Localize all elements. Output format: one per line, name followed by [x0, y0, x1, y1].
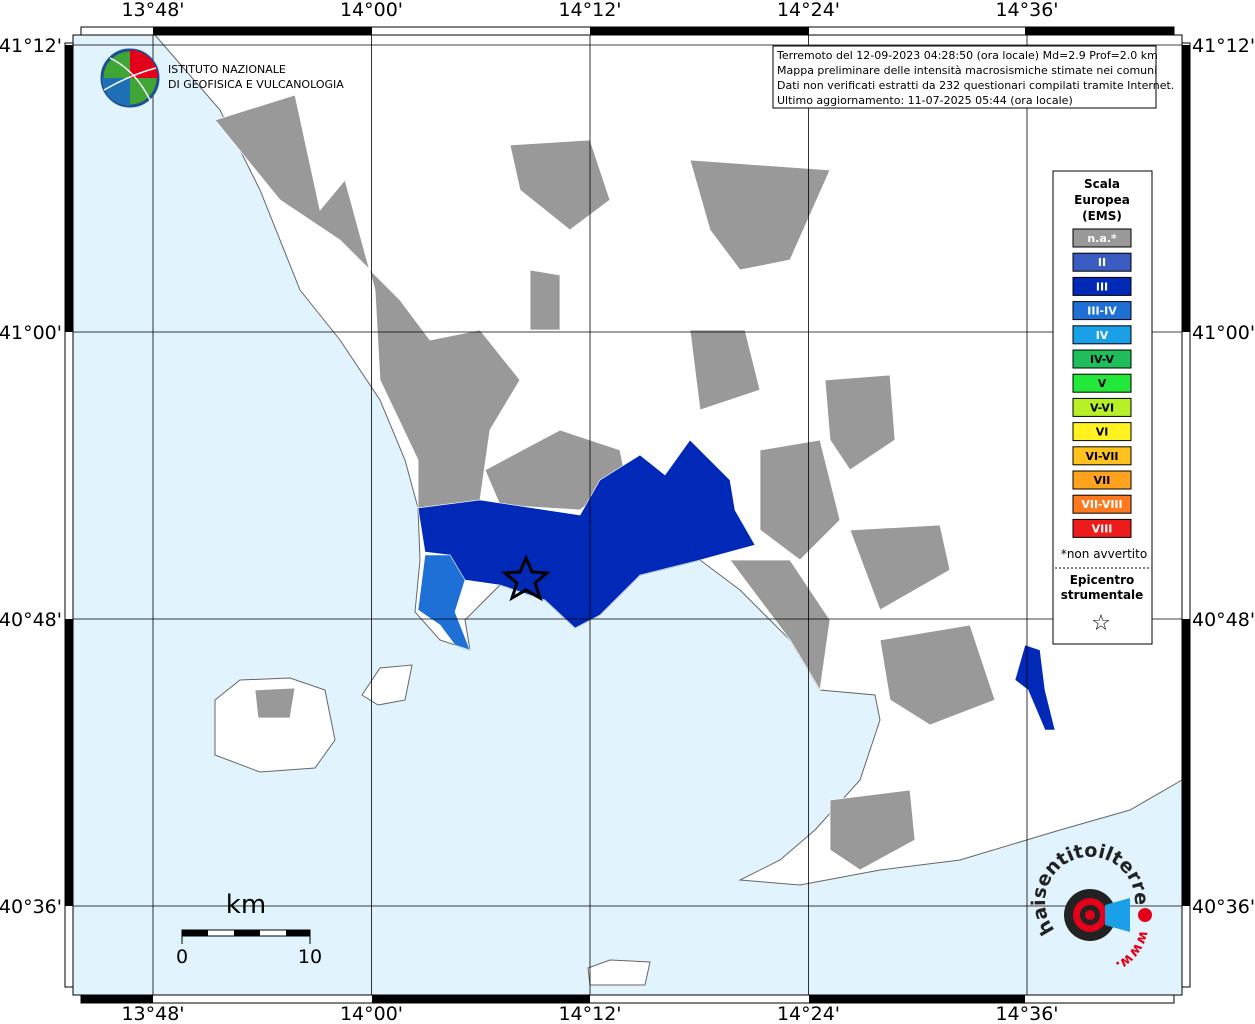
- legend-epicenter: Epicentro: [1070, 573, 1135, 587]
- legend-swatch: [1072, 349, 1132, 369]
- legend-swatch: [1072, 397, 1132, 417]
- lon-label: 14°12': [558, 0, 621, 21]
- lat-label: 40°36': [0, 896, 62, 918]
- legend-swatch: [1072, 446, 1132, 466]
- lat-label: 40°48': [0, 609, 62, 631]
- lon-label: 14°00': [340, 0, 403, 21]
- info-line: Dati non verificati estratti da 232 ques…: [777, 79, 1174, 92]
- municipality-iii: [417, 439, 756, 629]
- legend-note: *non avvertito: [1061, 547, 1147, 561]
- lat-label: 40°48': [1192, 609, 1255, 631]
- lon-label: 13°48': [121, 1003, 184, 1024]
- scale-label: 10: [298, 946, 322, 968]
- municipality: [879, 624, 996, 726]
- island-ischia: [214, 677, 336, 773]
- legend-swatch: [1072, 301, 1132, 321]
- municipality: [849, 524, 951, 611]
- legend-swatch: [1072, 470, 1132, 490]
- legend-title: (EMS): [1082, 209, 1122, 223]
- municipality: [689, 329, 761, 411]
- info-box: [772, 45, 1157, 109]
- info-text: Terremoto del 12-09-2023 04:28:50 (ora l…: [776, 49, 1174, 107]
- lon-label: 14°12': [558, 1003, 621, 1024]
- lon-label: 13°48': [121, 0, 184, 21]
- legend-label: VII-VIII: [1081, 498, 1122, 511]
- legend-label: VIII: [1092, 522, 1113, 535]
- municipality: [254, 687, 296, 719]
- logo-text: ISTITUTO NAZIONALE: [168, 63, 286, 76]
- legend-swatch: [1072, 276, 1132, 296]
- legend-label: VII: [1094, 474, 1111, 487]
- municipality: [759, 439, 841, 561]
- legend-swatch: [1072, 325, 1132, 345]
- legend-epicenter: strumentale: [1061, 588, 1144, 602]
- info-line: Mappa preliminare delle intensità macros…: [777, 64, 1157, 77]
- lat-label: 40°36': [1192, 896, 1255, 918]
- epicenter-star: [501, 554, 551, 602]
- municipality: [529, 269, 561, 331]
- legend-label: III-IV: [1087, 305, 1117, 318]
- municipality: [729, 559, 831, 692]
- legend-swatch: [1072, 494, 1132, 514]
- frame: [64, 26, 1191, 1004]
- municipality: [689, 159, 831, 271]
- island-procida: [361, 664, 413, 706]
- ingv-logo: ISTITUTO NAZIONALE DI GEOFISICA E VULCAN…: [100, 48, 344, 108]
- legend-swatch: [1072, 373, 1132, 393]
- scale-unit: km: [226, 890, 266, 920]
- legend-label: V-VI: [1090, 401, 1114, 414]
- municipality: [829, 789, 916, 871]
- lat-label: 41°00': [1192, 322, 1255, 344]
- lon-label: 14°24': [777, 0, 840, 21]
- legend-label: VI: [1096, 426, 1109, 439]
- legend-label: IV: [1096, 329, 1109, 342]
- lat-label: 41°12': [1192, 35, 1255, 57]
- legend: ScalaEuropea(EMS)n.a.*IIIIIIII-IVIVIV-VV…: [1061, 177, 1147, 636]
- info-line: Terremoto del 12-09-2023 04:28:50 (ora l…: [776, 49, 1158, 62]
- municipalities-intensity: [417, 439, 1056, 731]
- legend-label: IV-V: [1090, 353, 1115, 366]
- scale-bar: km 0 10: [176, 890, 322, 968]
- lon-label: 14°00': [340, 1003, 403, 1024]
- municipality-iii-iv: [417, 554, 471, 651]
- graticule: [73, 35, 1182, 995]
- logo-text: DI GEOFISICA E VULCANOLOGIA: [168, 78, 344, 91]
- legend-label: n.a.*: [1087, 232, 1117, 245]
- municipality-iii: [1014, 644, 1056, 731]
- municipality: [824, 374, 896, 471]
- legend-label: V: [1098, 377, 1107, 390]
- legend-title: Scala: [1084, 177, 1120, 191]
- lon-label: 14°36': [995, 1003, 1058, 1024]
- lon-label: 14°36': [995, 0, 1058, 21]
- legend-label: III: [1096, 280, 1108, 293]
- lat-label: 41°12': [0, 35, 62, 57]
- legend-label: II: [1098, 256, 1106, 269]
- legend-swatch: [1072, 228, 1132, 248]
- legend-star: ☆: [1091, 611, 1111, 636]
- legend-swatch: [1072, 422, 1132, 442]
- legend-title: Europea: [1074, 193, 1130, 207]
- lat-label: 41°00': [0, 322, 62, 344]
- legend-swatch: [1072, 518, 1132, 538]
- info-line: Ultimo aggiornamento: 11-07-2025 05:44 (…: [777, 94, 1073, 107]
- lon-label: 14°24': [777, 1003, 840, 1024]
- scale-label: 0: [176, 946, 188, 968]
- legend-label: VI-VII: [1085, 450, 1118, 463]
- legend-swatch: [1072, 252, 1132, 272]
